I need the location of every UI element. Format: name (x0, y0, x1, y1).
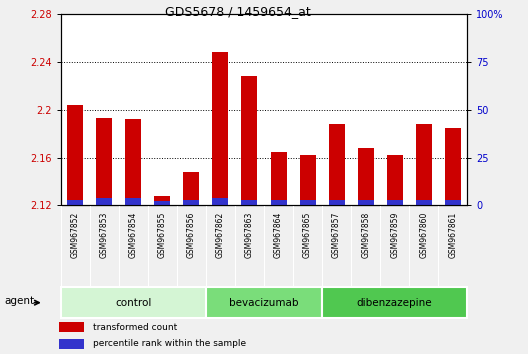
Bar (67, 200, 83, 205)
FancyBboxPatch shape (322, 287, 467, 318)
Bar (270, 152, 287, 205)
FancyBboxPatch shape (206, 287, 322, 318)
Text: percentile rank within the sample: percentile rank within the sample (93, 339, 246, 348)
Text: agent: agent (5, 296, 35, 306)
Bar (183, 200, 200, 205)
Bar (445, 128, 461, 205)
Bar (416, 124, 432, 205)
Text: GSM967856: GSM967856 (187, 212, 196, 258)
Bar (125, 119, 142, 205)
Text: GSM967855: GSM967855 (158, 212, 167, 258)
Bar (59, 339, 84, 349)
Text: GSM967858: GSM967858 (361, 212, 370, 258)
Bar (357, 200, 374, 205)
Text: GDS5678 / 1459654_at: GDS5678 / 1459654_at (165, 5, 310, 18)
Text: GSM967860: GSM967860 (419, 212, 428, 258)
Text: GSM967853: GSM967853 (100, 212, 109, 258)
Text: GSM967865: GSM967865 (303, 212, 312, 258)
Text: GSM967863: GSM967863 (245, 212, 254, 258)
FancyBboxPatch shape (61, 287, 206, 318)
Bar (96, 118, 112, 205)
Text: transformed count: transformed count (93, 322, 177, 332)
Bar (357, 148, 374, 205)
Bar (299, 200, 316, 205)
Bar (96, 198, 112, 205)
Text: bevacizumab: bevacizumab (229, 298, 299, 308)
Bar (154, 196, 171, 205)
Text: control: control (115, 298, 152, 308)
Bar (386, 155, 403, 205)
Bar (270, 200, 287, 205)
Bar (386, 200, 403, 205)
Bar (154, 201, 171, 205)
Bar (212, 198, 229, 205)
Bar (416, 200, 432, 205)
Bar (125, 198, 142, 205)
Text: GSM967852: GSM967852 (71, 212, 80, 258)
Text: dibenzazepine: dibenzazepine (357, 298, 432, 308)
Bar (241, 76, 258, 205)
Bar (67, 105, 83, 205)
Text: GSM967857: GSM967857 (332, 212, 341, 258)
Bar (183, 172, 200, 205)
Text: GSM967862: GSM967862 (216, 212, 225, 258)
Text: GSM967854: GSM967854 (129, 212, 138, 258)
Bar (59, 322, 84, 332)
Bar (299, 155, 316, 205)
Text: GSM967861: GSM967861 (448, 212, 457, 258)
Bar (445, 200, 461, 205)
Bar (328, 200, 345, 205)
Text: GSM967864: GSM967864 (274, 212, 283, 258)
Bar (241, 200, 258, 205)
Bar (328, 124, 345, 205)
Text: GSM967859: GSM967859 (390, 212, 399, 258)
Bar (212, 52, 229, 205)
